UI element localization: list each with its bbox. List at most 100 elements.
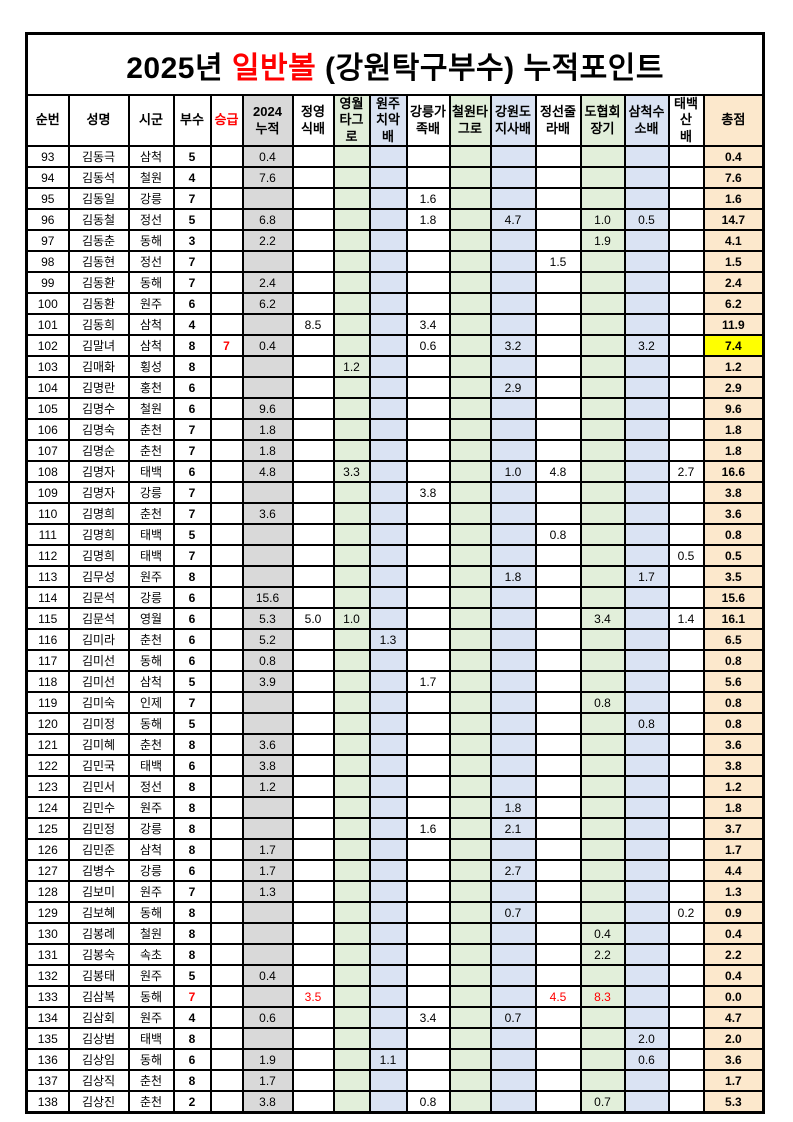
cell-tb [667,481,705,504]
cell-jy: 8.5 [291,313,335,336]
cell-region: 강릉 [127,586,175,609]
cell-tb: 1.4 [667,607,705,630]
cell-sc: 0.5 [623,208,670,231]
cell-dh [579,901,626,924]
cell-jy [291,943,335,966]
cell-busu: 7 [172,880,212,903]
cell-cw [448,460,492,483]
cell-gw [489,502,537,525]
cell-busu: 6 [172,376,212,399]
cell-num: 125 [25,817,70,840]
cell-num: 130 [25,922,70,945]
cell-jy [291,964,335,987]
cell-jy [291,418,335,441]
cell-name: 김무성 [67,565,130,588]
cell-num: 131 [25,943,70,966]
table-row: 99 김동환 동해 7 2.4 2.4 [25,271,765,294]
cell-gn [405,523,451,546]
cell-jy [291,523,335,546]
cell-gw [489,586,537,609]
cell-c2024 [241,313,294,336]
cell-wj [368,901,408,924]
cell-cw [448,859,492,882]
cell-jy [291,1048,335,1071]
cell-gw [489,145,537,168]
cell-wj [368,712,408,735]
cell-gw [489,250,537,273]
cell-yw [332,670,371,693]
cell-name: 김봉례 [67,922,130,945]
cell-tb [667,754,705,777]
cell-num: 111 [25,523,70,546]
cell-jy [291,355,335,378]
cell-num: 128 [25,880,70,903]
cell-name: 김문석 [67,607,130,630]
cell-region: 춘천 [127,1090,175,1114]
table-row: 117 김미선 동해 6 0.8 0.8 [25,649,765,672]
points-table: 2025년 일반볼 (강원탁구부수) 누적포인트 순번 성명 시군 부수 승급 2024 … [25,32,766,1114]
cell-gn [405,145,451,168]
cell-c2024: 15.6 [241,586,294,609]
cell-wj [368,250,408,273]
cell-promo [209,166,244,189]
cell-name: 김상임 [67,1048,130,1071]
cell-tb [667,250,705,273]
cell-region: 강릉 [127,481,175,504]
cell-jy [291,208,335,231]
cell-js [534,166,582,189]
cell-total: 2.4 [702,271,765,294]
title-row: 2025년 일반볼 (강원탁구부수) 누적포인트 [25,32,765,96]
cell-region: 삼척 [127,838,175,861]
cell-jy [291,1069,335,1092]
cell-gw [489,1048,537,1071]
cell-js [534,901,582,924]
cell-name: 김미라 [67,628,130,651]
table-row: 132 김봉태 원주 5 0.4 0.4 [25,964,765,987]
cell-js [534,376,582,399]
cell-total: 14.7 [702,208,765,231]
table-row: 128 김보미 원주 7 1.3 1.3 [25,880,765,903]
table-row: 112 김명희 태백 7 0.5 0.5 [25,544,765,567]
cell-total: 1.8 [702,439,765,462]
cell-dh [579,439,626,462]
cell-tb [667,523,705,546]
cell-name: 김미선 [67,670,130,693]
cell-yw [332,439,371,462]
cell-wj [368,691,408,714]
cell-js [534,670,582,693]
cell-c2024 [241,691,294,714]
cell-wj [368,229,408,252]
cell-tb [667,376,705,399]
cell-sc [623,985,670,1008]
cell-region: 태백 [127,544,175,567]
cell-promo [209,943,244,966]
cell-c2024: 6.2 [241,292,294,315]
cell-sc [623,817,670,840]
cell-busu: 5 [172,712,212,735]
cell-wj [368,418,408,441]
cell-total: 0.4 [702,964,765,987]
cell-sc [623,523,670,546]
cell-region: 동해 [127,1048,175,1071]
cell-js [534,880,582,903]
cell-js [534,544,582,567]
cell-gw [489,628,537,651]
cell-sc [623,355,670,378]
table-row: 137 김상직 춘천 8 1.7 1.7 [25,1069,765,1092]
cell-wj [368,313,408,336]
table-row: 121 김미혜 춘천 8 3.6 3.6 [25,733,765,756]
cell-gw [489,880,537,903]
cell-gn [405,544,451,567]
cell-tb [667,145,705,168]
cell-busu: 8 [172,355,212,378]
cell-cw [448,628,492,651]
cell-yw [332,1069,371,1092]
cell-gn [405,271,451,294]
cell-promo [209,691,244,714]
cell-gw [489,439,537,462]
cell-cw [448,964,492,987]
cell-promo [209,985,244,1008]
cell-jy [291,481,335,504]
cell-wj [368,1027,408,1050]
cell-wj [368,166,408,189]
